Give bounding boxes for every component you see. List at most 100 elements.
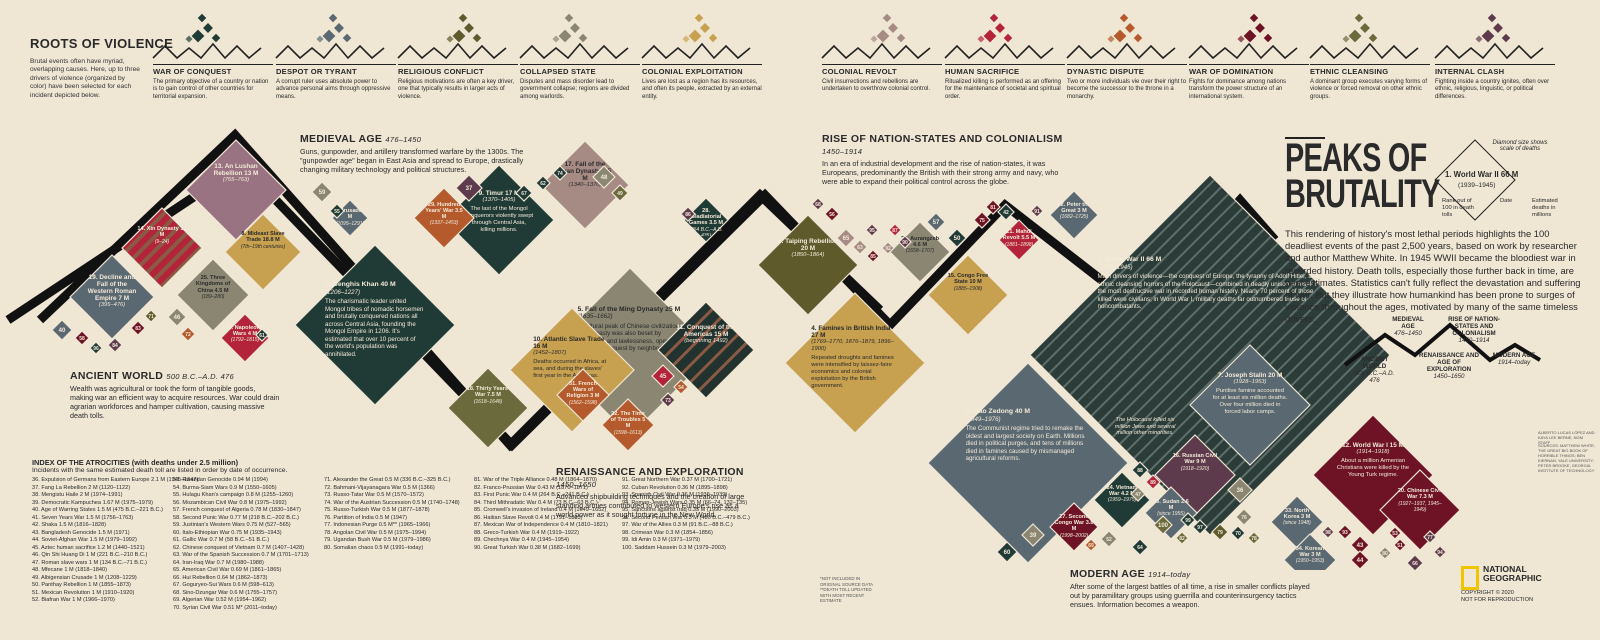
era-legend-item: RENAISSANCE AND AGE OF EXPLORATION 1450–1…: [1419, 352, 1479, 380]
event-number: 92: [885, 246, 891, 252]
cause-diamond-icon: [700, 23, 710, 33]
event-diamond: [757, 214, 859, 316]
event-label: 22. The Time of Troubles 5 M: [610, 410, 646, 430]
index-item: 58. Second Punic War 0.77 M (218 B.C.–20…: [173, 514, 300, 521]
cause-diamond-icon: [1249, 13, 1259, 23]
era-legend-item: MODERN AGE 1914–today: [1492, 352, 1536, 366]
cause-diamond-icon: [342, 33, 352, 43]
holocaust-note: The Holocaust killed six million Jews an…: [1114, 417, 1176, 437]
era-description: Guns, gunpowder, and artillery transform…: [300, 147, 524, 174]
era-nation-states: RISE OF NATION-STATES AND COLONIALISM 14…: [822, 133, 1072, 186]
event-diamond-small: [811, 197, 825, 211]
event-diamond-small: [1321, 525, 1335, 539]
event-text: Punitive famine accounted for at least s…: [1212, 388, 1288, 416]
index-item: 82. Franco-Prussian War 0.43 M (1870–187…: [474, 484, 588, 491]
event-number: 48: [601, 175, 608, 181]
peaks-chart: 13. An Lushan Rebellion 13 M (755–763) 8…: [5, 128, 1461, 570]
cause-diamond-icon: [1487, 13, 1497, 23]
index-item: 86. Haitian Slave Revolt 0.4 M (1791–180…: [474, 514, 583, 521]
event-number: 71: [148, 314, 154, 320]
event-diamond-small: [144, 309, 158, 323]
event-diamond-small: [255, 328, 269, 342]
event-diamond-small: [535, 175, 551, 191]
event-number: 58: [79, 336, 85, 342]
event-diamond: [176, 258, 250, 332]
cause-diamond-icon: [983, 29, 997, 43]
index-item: 94. Roman-Jewish Wars 0.35 M (66–74, 132…: [622, 499, 748, 506]
event-text: Main drivers of violence—the conquest of…: [1097, 273, 1320, 310]
cause-diamond-icon: [211, 33, 221, 43]
event-number: 90: [902, 240, 908, 246]
cause-name: DYNASTIC DISPUTE: [1067, 64, 1187, 76]
event-text: The Communist regime tried to remake the…: [965, 425, 1085, 462]
cause-diamond-icon: [1237, 35, 1245, 43]
mountain-icon: [1309, 42, 1419, 60]
event-number: 37: [466, 186, 473, 192]
index-item: 67. Goguryeo-Sui Wars 0.6 M (598–613): [173, 582, 274, 588]
cause-diamond-icon: [1113, 29, 1127, 43]
ng-logo-frame: [1461, 566, 1479, 590]
event-diamond-small: [1230, 525, 1246, 541]
mountain-icon: [397, 42, 507, 60]
event-dates: (1914–1918): [1356, 449, 1390, 456]
event-number: 75: [979, 218, 985, 224]
cause-despot-or-tyrant: DESPOT OR TYRANT A corrupt ruler uses abs…: [276, 64, 396, 101]
era-legend-item: MEDIEVAL AGE 476–1450: [1392, 316, 1424, 337]
event-diamond-small: [824, 206, 840, 222]
event-dates: (7th–19th centuries): [240, 243, 286, 250]
era-description: In an era of industrial development and …: [822, 159, 1059, 186]
event-diamond-small: [1180, 512, 1196, 528]
event-number: 57: [933, 220, 940, 226]
event-text: About a million Armenian Christians were…: [1336, 458, 1410, 479]
event-diamond-small: [1131, 461, 1149, 479]
event-number: 72: [185, 332, 191, 338]
event-diamond-small: [1192, 519, 1208, 535]
mountain-icon: [1188, 42, 1298, 60]
cause-text: Disputes and mass disorder lead to gover…: [520, 78, 630, 100]
event-text: The last of the Mongol conquerors violen…: [464, 205, 534, 234]
event-number: 79: [1217, 530, 1223, 536]
event-diamond: [601, 398, 655, 452]
cause-diamond-icon: [334, 23, 344, 33]
event-label: 21. Mahdi Revolt 5.5 M: [1002, 229, 1036, 242]
event-label: 9. Timur 17 M: [478, 189, 520, 197]
event-diamond: [1029, 174, 1391, 536]
cause-name: COLONIAL EXPLOITATION: [642, 64, 762, 76]
cause-diamond-icon: [682, 35, 690, 43]
event-diamond-small: [515, 184, 533, 202]
cause-diamond-icon: [328, 13, 338, 23]
index-item: 79. Ugandan Bush War 0.5 M (1979–1986): [324, 537, 431, 543]
era-description: After some of the largest battles of all…: [1070, 582, 1310, 609]
event-text: Deaths occurred in Africa, at sea, and d…: [533, 359, 607, 380]
index-column: 71. Alexander the Great 0.5 M (336 B.C.–…: [324, 477, 460, 552]
cause-colonial-revolt: COLONIAL REVOLT Civil insurrections and r…: [822, 64, 942, 94]
index-item: 83. First Punic War 0.4 M (264 B.C.–241 …: [474, 492, 589, 498]
index-item: 98. Crimean War 0.3 M (1854–1856): [622, 529, 713, 536]
index-item: 57. French conquest of Algeria 0.78 M (1…: [173, 507, 301, 513]
index-item: 53. Rwandan Genocide 0.94 M (1994): [173, 477, 268, 483]
event-label: 35. Sudan 2.6 M: [1153, 498, 1189, 511]
era-modern: MODERN AGE 1914–today After some of the …: [1070, 568, 1310, 609]
cause-diamond-icon: [1493, 23, 1503, 33]
event-dates: (1928–1953): [1233, 379, 1267, 386]
event-number: 70: [1235, 531, 1241, 537]
cause-diamond-icon: [570, 23, 580, 33]
event-number: 67: [521, 191, 527, 197]
event-number: 99: [1185, 518, 1191, 524]
index-item: 42. Shaka 1.5 M (1816–1828): [32, 522, 107, 528]
event-diamond-small: [1393, 538, 1407, 552]
index-item: 88. Greco-Turkish War 0.4 M (1919–1922): [474, 529, 579, 536]
cause-diamond-icon: [322, 29, 336, 43]
cause-text: Fighting inside a country ignites, often…: [1435, 78, 1550, 100]
index-item: 87. Mexican War of Independence 0.4 M (1…: [474, 522, 608, 528]
cause-diamond-icon: [1348, 29, 1362, 43]
cause-diamond-icon: [1119, 13, 1129, 23]
event-number: 68: [815, 202, 821, 208]
event-label: 26. Napoleonic Wars 4 M: [225, 324, 265, 338]
event-number: 52: [1106, 537, 1112, 543]
event-label: 19. Decline and Fall of the Western Roma…: [87, 273, 137, 303]
event-diamond-small: [673, 379, 689, 395]
event-label: 31. French Wars of Religion 3 M: [566, 380, 600, 400]
cause-diamond-icon: [870, 35, 878, 43]
event-number: 76: [1241, 515, 1247, 521]
